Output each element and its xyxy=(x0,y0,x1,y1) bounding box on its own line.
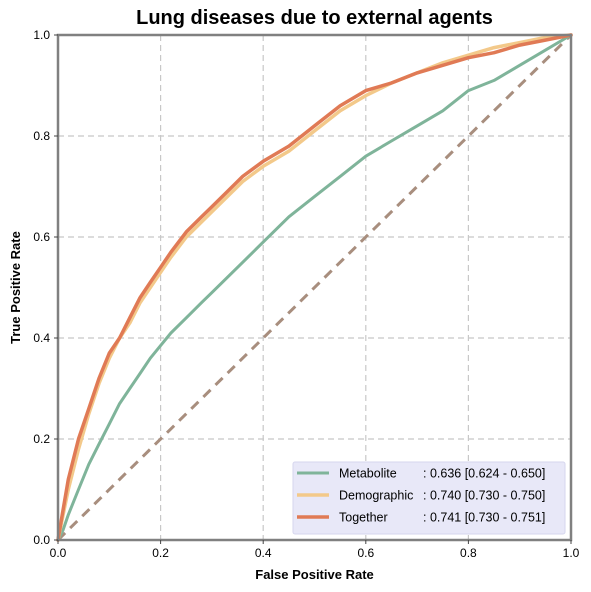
legend-entry-name: Demographic xyxy=(339,489,413,503)
series-group xyxy=(56,33,573,542)
chart-title: Lung diseases due to external agents xyxy=(136,7,493,29)
tick-labels: 0.0 0.2 0.4 0.6 0.8 1.0 0.0 0.2 0.4 0.6 0.8 1.0 xyxy=(33,28,579,560)
y-tick-label: 1.0 xyxy=(33,28,50,42)
x-tick-label: 1.0 xyxy=(563,546,580,560)
legend-entry-name: Metabolite xyxy=(339,467,397,481)
legend-entry-stats: : 0.636 [0.624 - 0.650] xyxy=(423,467,545,481)
roc-line-together xyxy=(56,33,573,542)
legend: Metabolite : 0.636 [0.624 - 0.650] Demogra… xyxy=(292,461,566,535)
legend-entry-stats: : 0.741 [0.730 - 0.751] xyxy=(423,511,545,525)
x-tick-label: 0.4 xyxy=(255,546,272,560)
legend-entry-stats: : 0.740 [0.730 - 0.750] xyxy=(423,489,545,503)
chance-diagonal-line xyxy=(56,33,573,542)
roc-line-metabolite xyxy=(56,33,573,542)
plot-frame xyxy=(56,33,573,542)
grid xyxy=(58,35,571,540)
y-tick-label: 0.4 xyxy=(33,331,50,345)
y-tick-label: 0.6 xyxy=(33,230,50,244)
y-axis-label: True Positive Rate xyxy=(8,231,23,344)
x-tick-label: 0.6 xyxy=(357,546,374,560)
x-tick-label: 0.8 xyxy=(460,546,477,560)
x-axis-label: False Positive Rate xyxy=(255,567,374,582)
legend-box xyxy=(292,461,566,535)
x-tick-label: 0.0 xyxy=(50,546,67,560)
y-tick-label: 0.0 xyxy=(33,533,50,547)
y-tick-label: 0.2 xyxy=(33,432,50,446)
x-tick-label: 0.2 xyxy=(152,546,169,560)
y-tick-label: 0.8 xyxy=(33,129,50,143)
legend-entry-name: Together xyxy=(339,511,388,525)
